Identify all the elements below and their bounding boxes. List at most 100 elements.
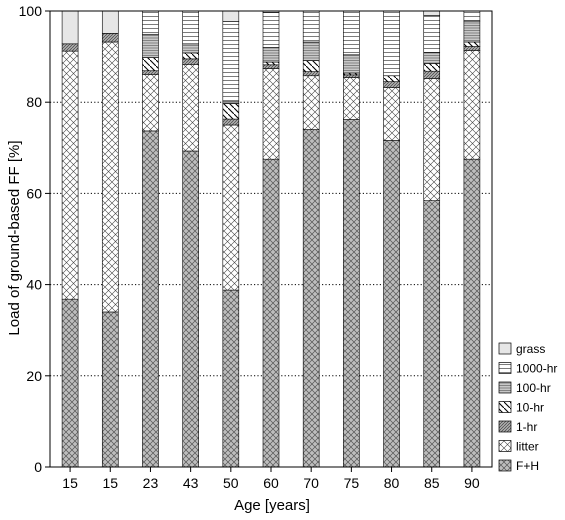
legend-swatch xyxy=(498,381,512,394)
bar-segment-10-hr xyxy=(383,75,400,82)
bar-segment-10-hr xyxy=(222,103,240,120)
bar-segment-1-hr xyxy=(383,81,400,88)
bar-segment-litter xyxy=(302,75,320,130)
legend: grass 1000-hr 100-hr 10-hr 1-hr litter F+H xyxy=(498,342,557,473)
bar-segment-litter xyxy=(343,77,360,120)
bar-stack xyxy=(423,10,441,468)
bar-stack xyxy=(463,10,481,468)
plot-frame xyxy=(49,10,493,468)
legend-label: litter xyxy=(516,440,539,454)
bar-segment-grass xyxy=(101,10,119,34)
bar-segment-f-h xyxy=(383,140,400,468)
y-tick-label: 20 xyxy=(26,368,42,384)
legend-item: grass xyxy=(498,342,545,356)
bar-segment-100-hr xyxy=(182,43,199,54)
bar-segment-1-hr xyxy=(463,46,481,51)
legend-label: 100-hr xyxy=(516,381,551,395)
bar-segment-f-h xyxy=(142,130,159,468)
bar-segment-1000-hr xyxy=(222,21,240,103)
bar-segment-1-hr xyxy=(222,118,240,126)
x-tick-label: 75 xyxy=(344,475,360,491)
bar-stack xyxy=(182,10,199,468)
bar-segment-1000-hr xyxy=(142,10,159,35)
bar-segment-10-hr xyxy=(463,41,481,47)
x-tick-label: 80 xyxy=(384,475,400,491)
y-tick-label: 100 xyxy=(19,3,43,19)
bar-segment-litter xyxy=(61,50,79,300)
legend-item: litter xyxy=(498,440,539,454)
bar-segment-10-hr xyxy=(142,57,159,72)
bar-segment-10-hr xyxy=(262,61,280,66)
bar-segment-100-hr xyxy=(343,54,360,74)
bar-segment-100-hr xyxy=(423,52,441,64)
bar-segment-100-hr xyxy=(302,41,320,62)
x-tick-label: 15 xyxy=(62,475,78,491)
bar-stack xyxy=(383,10,400,468)
legend-swatch xyxy=(498,420,512,433)
bar-segment-f-h xyxy=(343,119,360,468)
legend-swatch xyxy=(498,440,512,452)
bar-segment-100-hr xyxy=(142,33,159,58)
bar-segment-grass xyxy=(222,10,240,22)
bar-stack xyxy=(61,10,79,468)
x-tick-label: 23 xyxy=(143,475,159,491)
bar-segment-1-hr xyxy=(423,70,441,79)
x-tick-label: 60 xyxy=(263,475,279,491)
bar-segment-1-hr xyxy=(302,71,320,77)
x-axis-label: Age [years] xyxy=(234,497,310,514)
bar-segment-100-hr xyxy=(262,47,280,63)
bar-segment-1000-hr xyxy=(383,10,400,77)
bar-segment-10-hr xyxy=(423,63,441,72)
bar-stack xyxy=(222,10,240,468)
bar-segment-litter xyxy=(383,87,400,141)
y-tick-label: 0 xyxy=(34,459,42,475)
bar-stack xyxy=(302,10,320,468)
bar-segment-f-h xyxy=(463,158,481,468)
bar-segment-1-hr xyxy=(101,33,119,43)
bar-segment-1000-hr xyxy=(302,10,320,43)
bars xyxy=(61,10,481,468)
bar-segment-1000-hr xyxy=(182,10,199,45)
bar-stack xyxy=(101,10,119,468)
x-tick-label: 50 xyxy=(223,475,239,491)
bar-segment-1-hr xyxy=(182,58,199,65)
x-tick-label: 43 xyxy=(183,475,199,491)
y-axis-label: Load of ground-based FF [%] xyxy=(6,140,23,335)
bar-segment-f-h xyxy=(423,200,441,468)
legend-item: 1-hr xyxy=(498,420,537,434)
bar-stack xyxy=(142,10,159,468)
legend-label: 1000-hr xyxy=(516,362,557,376)
axes: 15 15 23 43 50 60 70 75 80 85 90 0 20 40 60 80 100 xyxy=(19,3,493,491)
legend-swatch xyxy=(498,459,512,472)
bar-segment-10-hr xyxy=(182,52,199,60)
bar-stack xyxy=(343,10,360,468)
bar-segment-grass xyxy=(61,10,79,45)
x-tick-label: 15 xyxy=(102,475,118,491)
legend-swatch xyxy=(498,362,512,374)
bar-segment-f-h xyxy=(101,311,119,468)
x-tick-label: 90 xyxy=(464,475,480,491)
legend-item: 1000-hr xyxy=(498,362,557,376)
y-tick-label: 40 xyxy=(26,277,42,293)
bar-segment-litter xyxy=(222,124,240,291)
legend-label: grass xyxy=(516,342,545,356)
bar-segment-litter xyxy=(101,41,119,313)
legend-item: 10-hr xyxy=(498,401,544,415)
x-tick-label: 85 xyxy=(424,475,440,491)
legend-label: F+H xyxy=(516,459,539,473)
bar-segment-f-h xyxy=(61,298,79,468)
bar-stack xyxy=(262,10,280,468)
bar-segment-1-hr xyxy=(343,74,360,78)
legend-swatch xyxy=(498,401,512,413)
bar-segment-litter xyxy=(463,50,481,160)
bar-segment-litter xyxy=(423,78,441,201)
legend-swatch xyxy=(498,342,512,355)
bar-segment-100-hr xyxy=(463,20,481,43)
bar-segment-1-hr xyxy=(142,70,159,75)
x-tick-label: 70 xyxy=(303,475,319,491)
bar-segment-1-hr xyxy=(262,64,280,69)
bar-segment-1000-hr xyxy=(463,10,481,22)
legend-item: F+H xyxy=(498,459,539,473)
legend-label: 10-hr xyxy=(516,401,544,415)
